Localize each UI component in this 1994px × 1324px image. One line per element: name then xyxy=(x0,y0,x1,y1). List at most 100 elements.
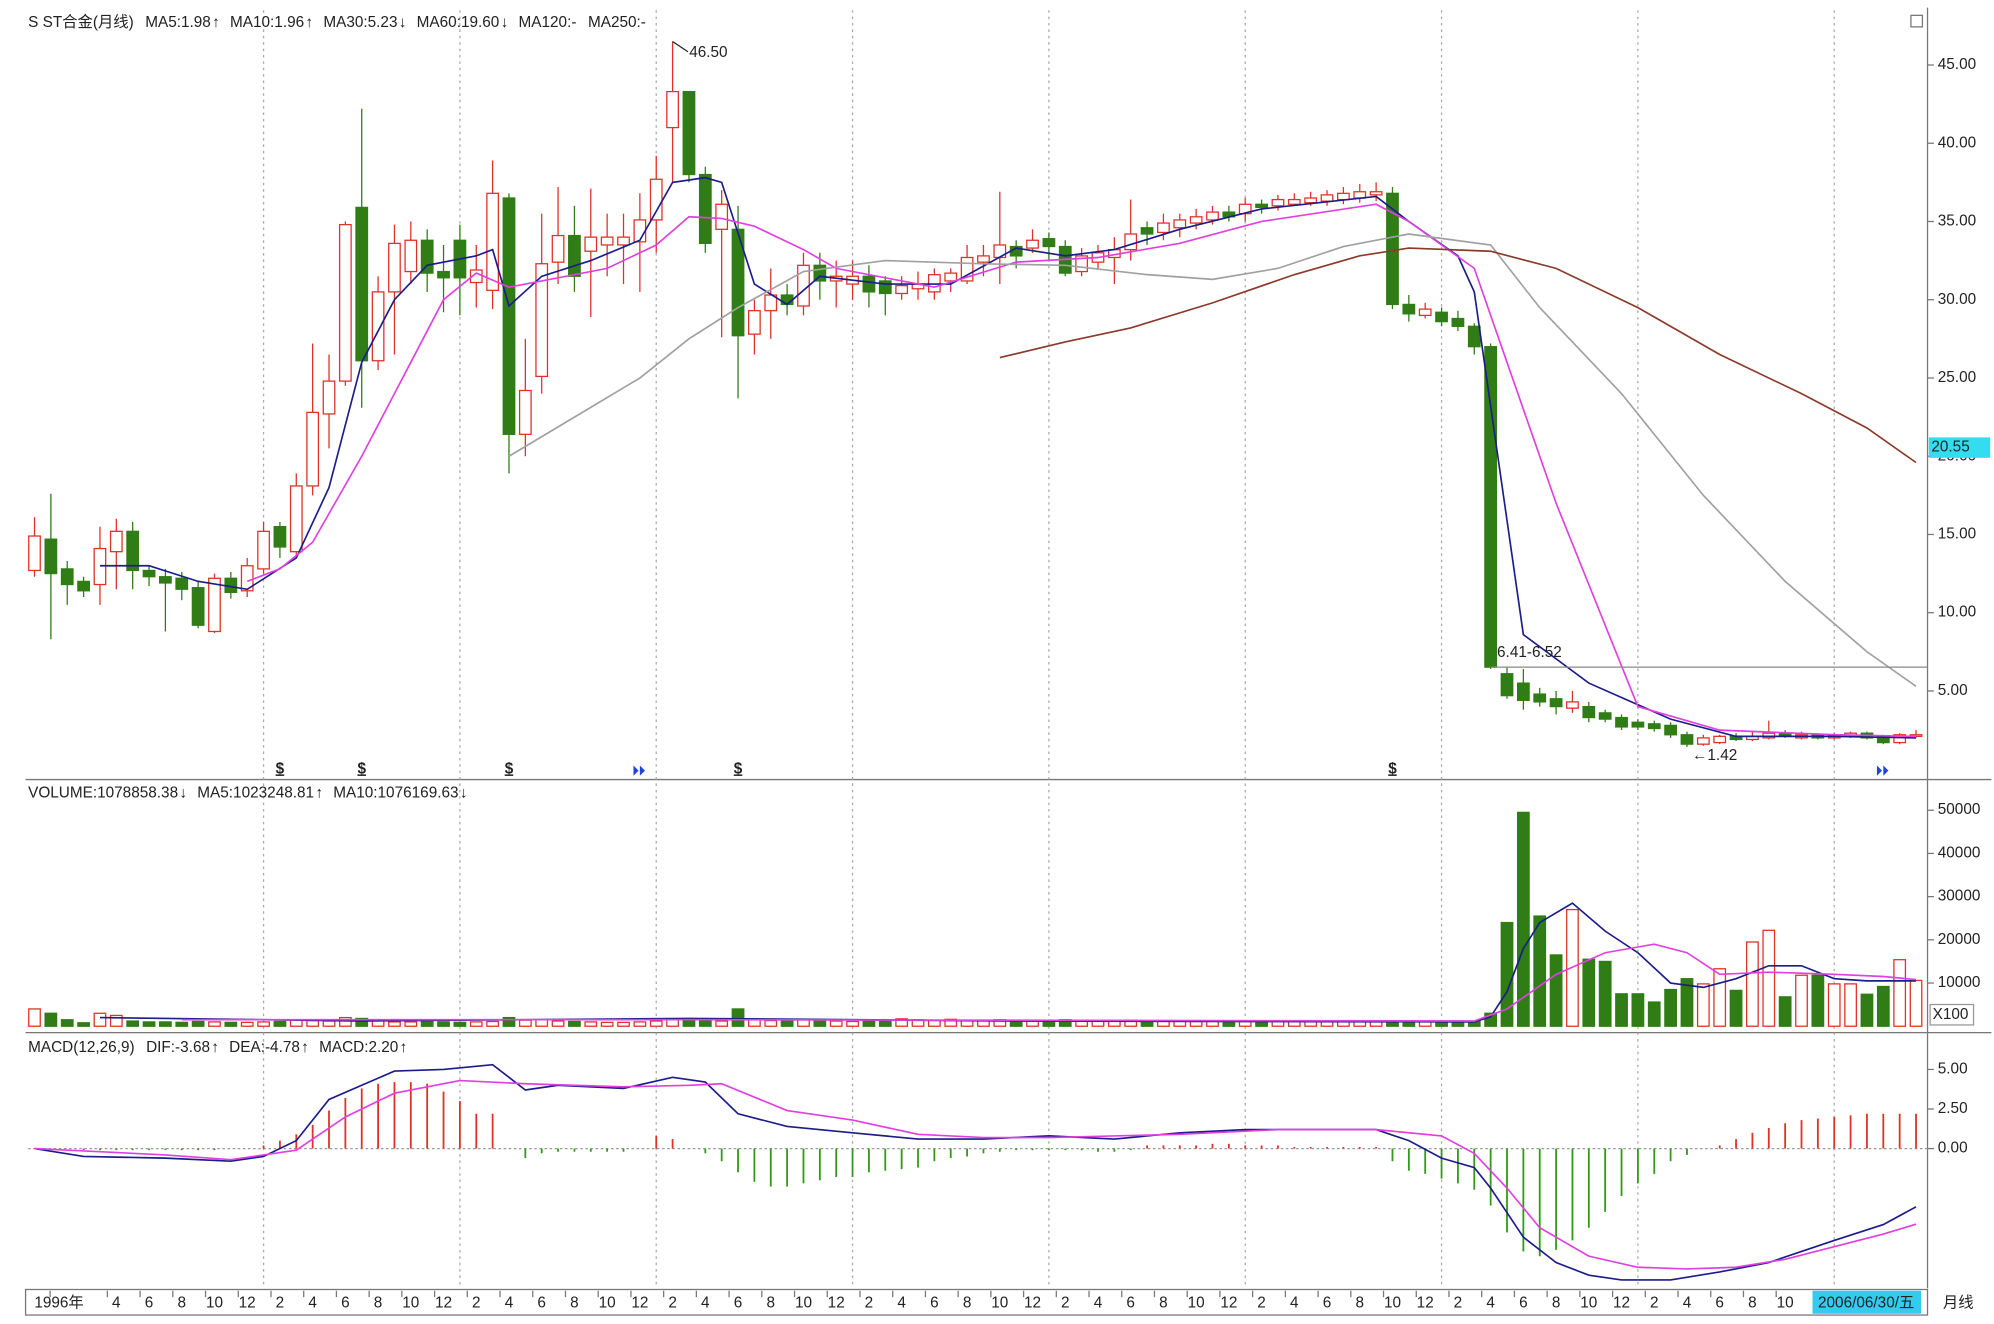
candle-body xyxy=(617,236,630,246)
x-tick-label: 12 xyxy=(828,1295,845,1312)
annotation: ←1.42 xyxy=(1692,747,1737,764)
volume-bar xyxy=(1582,958,1596,1027)
volume-bar xyxy=(1795,974,1808,1027)
volume-bar xyxy=(1778,996,1792,1027)
volume-bar xyxy=(1189,1020,1203,1027)
cursor-date: 2006/06/30/五 xyxy=(1818,1295,1914,1312)
volume-bar xyxy=(404,1021,418,1027)
unit-box xyxy=(1929,1003,1975,1026)
candle-body xyxy=(878,280,892,295)
x-tick-label: 12 xyxy=(1417,1295,1434,1312)
volume-bar xyxy=(1827,983,1841,1027)
volume-bar xyxy=(829,1020,843,1027)
x-tick-label: 6 xyxy=(1126,1295,1135,1312)
candle-body xyxy=(715,203,729,230)
y-tick-label: 0.00 xyxy=(1938,1140,1968,1157)
ma-line xyxy=(246,203,1917,738)
candle-body xyxy=(1287,198,1301,205)
y-tick-label: 10.00 xyxy=(1938,604,1976,621)
x-tick-label: 8 xyxy=(963,1295,972,1312)
volume-bar xyxy=(322,1020,336,1027)
legend-trend: ↑ xyxy=(315,785,323,802)
candle-body xyxy=(486,192,500,291)
candle-body xyxy=(289,485,303,553)
candle-body xyxy=(1566,701,1579,709)
candle-body xyxy=(109,530,123,553)
x-tick-label: 6 xyxy=(1323,1295,1332,1312)
x-tick-label: 4 xyxy=(1683,1295,1692,1312)
volume-bar xyxy=(486,1020,500,1027)
volume-bar xyxy=(502,1016,516,1027)
candle-body xyxy=(1369,191,1383,196)
x-tick-label: 2 xyxy=(1454,1295,1463,1312)
unit-label: X100 xyxy=(1933,1006,1969,1023)
volume-bar xyxy=(1533,915,1547,1027)
volume-bar xyxy=(355,1017,369,1027)
signal: $ xyxy=(1388,760,1397,777)
candle-body xyxy=(28,535,41,572)
legend-label: VOLUME:1078858.38 xyxy=(28,785,178,802)
legend-trend: ↑ xyxy=(400,1039,408,1056)
y-tick-label: 2.50 xyxy=(1938,1100,1968,1117)
x-tick-label: 2 xyxy=(472,1295,481,1312)
x-tick-label: 10 xyxy=(991,1295,1008,1312)
volume-bar xyxy=(1615,993,1628,1027)
ma-line xyxy=(34,1079,1917,1270)
candle-body xyxy=(1451,317,1465,327)
y-tick-label: 35.00 xyxy=(1938,213,1976,230)
volume-bar xyxy=(551,1020,565,1027)
x-tick-label: 10 xyxy=(206,1295,223,1312)
volume-bar xyxy=(273,1020,287,1027)
candle-body xyxy=(257,530,270,570)
x-tick-label: 8 xyxy=(1355,1295,1364,1312)
candle-body xyxy=(1615,716,1628,728)
candle-body xyxy=(437,270,450,279)
ma-line xyxy=(34,1063,1917,1281)
candle-body xyxy=(1467,325,1481,348)
volume-bar xyxy=(453,1021,467,1027)
candle-body xyxy=(142,569,156,578)
volume-bar xyxy=(469,1021,483,1027)
candle-body xyxy=(862,275,876,293)
candle-body xyxy=(1386,192,1399,306)
candle-body xyxy=(1516,682,1530,701)
price-marker-box xyxy=(1928,437,1991,458)
volume-bar xyxy=(1696,983,1710,1027)
x-axis-box xyxy=(24,1288,1929,1316)
volume-bar xyxy=(1664,988,1678,1027)
x-tick-label: 8 xyxy=(766,1295,775,1312)
volume-bar xyxy=(175,1021,189,1027)
candle-body xyxy=(813,264,827,282)
volume-bar xyxy=(682,1019,696,1027)
volume-bar xyxy=(1729,989,1743,1027)
volume-bar xyxy=(1549,954,1563,1027)
volume-bar xyxy=(764,1019,778,1027)
x-tick-label: 12 xyxy=(1613,1295,1630,1312)
candle-body xyxy=(1418,308,1432,317)
volume-bar xyxy=(109,1014,123,1027)
volume-bar xyxy=(780,1020,794,1027)
candle-body xyxy=(1435,311,1448,323)
candle-body xyxy=(633,219,647,243)
legend-label: MA30:5.23 xyxy=(323,14,397,31)
x-tick-label: 2 xyxy=(1061,1295,1070,1312)
candle-body xyxy=(1713,735,1727,744)
candle-body xyxy=(191,587,205,626)
volume-bar xyxy=(1631,993,1645,1027)
legend-trend: ↑ xyxy=(212,14,220,31)
legend-label: MA60:19.60 xyxy=(417,14,500,31)
ma-line xyxy=(99,176,1917,739)
candle-body xyxy=(1140,227,1154,235)
x-tick-label: 2 xyxy=(1257,1295,1266,1312)
candle-body xyxy=(1271,198,1285,207)
volume-bar xyxy=(306,1019,320,1027)
x-tick-label: 12 xyxy=(1024,1295,1041,1312)
candle-body xyxy=(1500,673,1514,697)
volume-bar xyxy=(60,1019,74,1027)
candle-body xyxy=(568,234,581,277)
window-icon[interactable] xyxy=(1910,14,1924,28)
x-tick-label: 12 xyxy=(435,1295,452,1312)
legend-label: MA5:1023248.81 xyxy=(197,785,314,802)
y-tick-label: 50000 xyxy=(1938,801,1981,818)
